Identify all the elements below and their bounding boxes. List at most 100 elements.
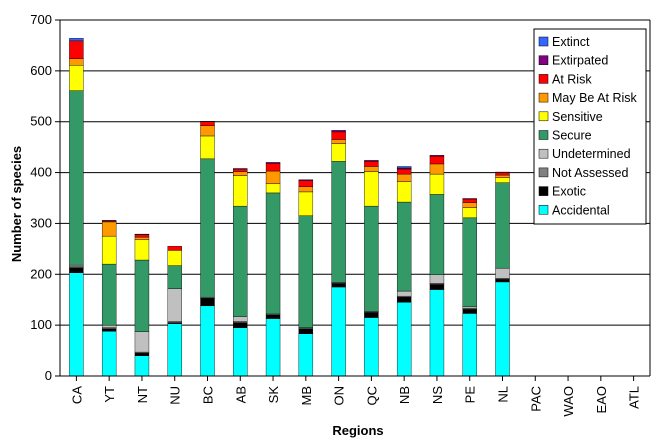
bar-segment-secure <box>462 217 477 308</box>
axes <box>59 19 651 377</box>
legend-swatch <box>538 74 549 84</box>
x-tick-labels: CA YT NT NU BC AB SK MB ON QC NB NS PE NL PAC WAO EAO ATL <box>69 376 642 417</box>
bar-segment-at-risk <box>396 168 412 175</box>
bar-stack-nt <box>134 233 150 377</box>
bar-segment-accidental <box>200 305 215 377</box>
x-tick-label: MB <box>299 386 314 406</box>
bar-segment-exotic <box>396 296 412 303</box>
bar-segment-at-risk <box>265 163 281 172</box>
legend-swatch <box>538 186 549 196</box>
bar-segment-accidental <box>298 333 314 377</box>
bar-segment-may-be-at-risk <box>429 163 445 175</box>
bar-segment-at-risk <box>233 168 248 172</box>
bar-segment-undetermined <box>462 306 477 309</box>
bar-segment-exotic <box>134 352 150 356</box>
bar-segment-may-be-at-risk <box>200 125 215 137</box>
legend-item-at-risk: At Risk <box>538 72 592 86</box>
bar-segment-at-risk <box>134 234 150 238</box>
legend-item-exotic: Exotic <box>538 185 586 199</box>
bar-segment-sensitive <box>134 239 150 261</box>
legend-label: Exotic <box>552 185 586 199</box>
bar-segment-sensitive <box>331 143 346 162</box>
bar-segment-secure <box>233 205 248 317</box>
bar-segment-secure <box>331 161 346 283</box>
bar-segment-at-risk <box>462 198 477 203</box>
bar-segment-sensitive <box>364 171 379 207</box>
legend-swatch <box>538 205 549 215</box>
bar-segment-at-risk <box>167 246 182 251</box>
bar-segment-accidental <box>462 313 477 377</box>
bar-segment-accidental <box>233 327 248 377</box>
y-axis-label: Number of species <box>9 146 24 262</box>
bar-segment-extirpated <box>134 233 150 235</box>
legend-item-undetermined: Undetermined <box>538 147 631 161</box>
bar-segment-at-risk <box>69 40 84 59</box>
bar-segment-sensitive <box>298 191 314 216</box>
legend-label: Not Assessed <box>552 166 628 180</box>
legend-label: Undetermined <box>552 147 631 161</box>
bar-segment-exotic <box>495 279 510 283</box>
bar-stack-sk <box>265 162 281 377</box>
bar-stack-nl <box>495 171 510 377</box>
bar-segment-extirpated <box>331 130 346 133</box>
bar-stack-pe <box>462 198 477 377</box>
bar-segment-exotic <box>233 322 248 328</box>
legend-item-may-be-at-risk: May Be At Risk <box>538 91 637 105</box>
bar-stack-mb <box>298 179 314 377</box>
bar-segment-may-be-at-risk <box>298 186 314 193</box>
legend-swatch <box>538 148 549 159</box>
y-tick-label: 700 <box>30 12 52 27</box>
x-axis-label: Regions <box>332 423 383 438</box>
bar-segment-secure <box>69 90 84 266</box>
legend-item-extinct: Extinct <box>538 35 590 49</box>
x-tick-label: NS <box>430 386 445 404</box>
bar-segment-extirpated <box>101 220 117 222</box>
bar-stack-qc <box>364 160 379 377</box>
bar-segment-may-be-at-risk <box>364 166 379 172</box>
legend-swatch <box>538 36 549 47</box>
bar-segment-sensitive <box>233 175 248 207</box>
x-tick-label: YT <box>102 386 117 403</box>
bar-stack-bc <box>200 121 215 377</box>
x-tick-label: PE <box>463 386 478 404</box>
legend-item-extirpated: Extirpated <box>538 54 608 68</box>
bar-segment-extirpated <box>462 198 477 200</box>
y-tick-label: 400 <box>30 165 52 180</box>
bar-segment-secure <box>298 215 314 328</box>
bar-segment-exotic <box>298 328 314 334</box>
bar-segment-exotic <box>69 267 84 273</box>
x-tick-label: PAC <box>528 386 543 412</box>
bar-segment-extirpated <box>200 121 215 122</box>
bar-segment-undetermined <box>167 288 182 322</box>
bar-segment-extinct <box>69 38 84 42</box>
bar-segment-accidental <box>134 355 150 377</box>
bar-segment-extirpated <box>495 171 510 173</box>
legend-item-not-assessed: Not Assessed <box>538 166 628 180</box>
bar-segment-may-be-at-risk <box>495 174 510 178</box>
bar-segment-accidental <box>429 289 445 377</box>
bar-segment-accidental <box>495 281 510 377</box>
legend-swatch <box>538 55 549 65</box>
y-tick-label: 100 <box>30 317 52 332</box>
bar-segment-may-be-at-risk <box>265 170 281 184</box>
bar-segment-at-risk <box>429 156 445 165</box>
legend-swatch <box>538 92 549 103</box>
bar-segment-sensitive <box>265 183 281 194</box>
x-tick-label: EAO <box>594 386 609 413</box>
bar-segment-sensitive <box>429 173 445 195</box>
x-tick-label: WAO <box>561 386 576 417</box>
bar-segment-secure <box>265 192 281 315</box>
bar-segment-at-risk <box>364 161 379 167</box>
legend-label: Extirpated <box>552 54 608 68</box>
bar-segment-exotic <box>364 312 379 318</box>
bar-segment-exotic <box>331 283 346 288</box>
legend-swatch <box>538 167 549 178</box>
bar-segment-secure <box>200 158 215 298</box>
legend-label: Extinct <box>552 35 590 49</box>
bar-segment-undetermined <box>429 274 445 284</box>
bar-stack-ab <box>233 168 248 377</box>
x-tick-label: SK <box>266 386 281 404</box>
bar-segment-may-be-at-risk <box>101 221 117 237</box>
bar-segment-secure <box>134 259 150 332</box>
bar-stack-ns <box>429 155 445 377</box>
